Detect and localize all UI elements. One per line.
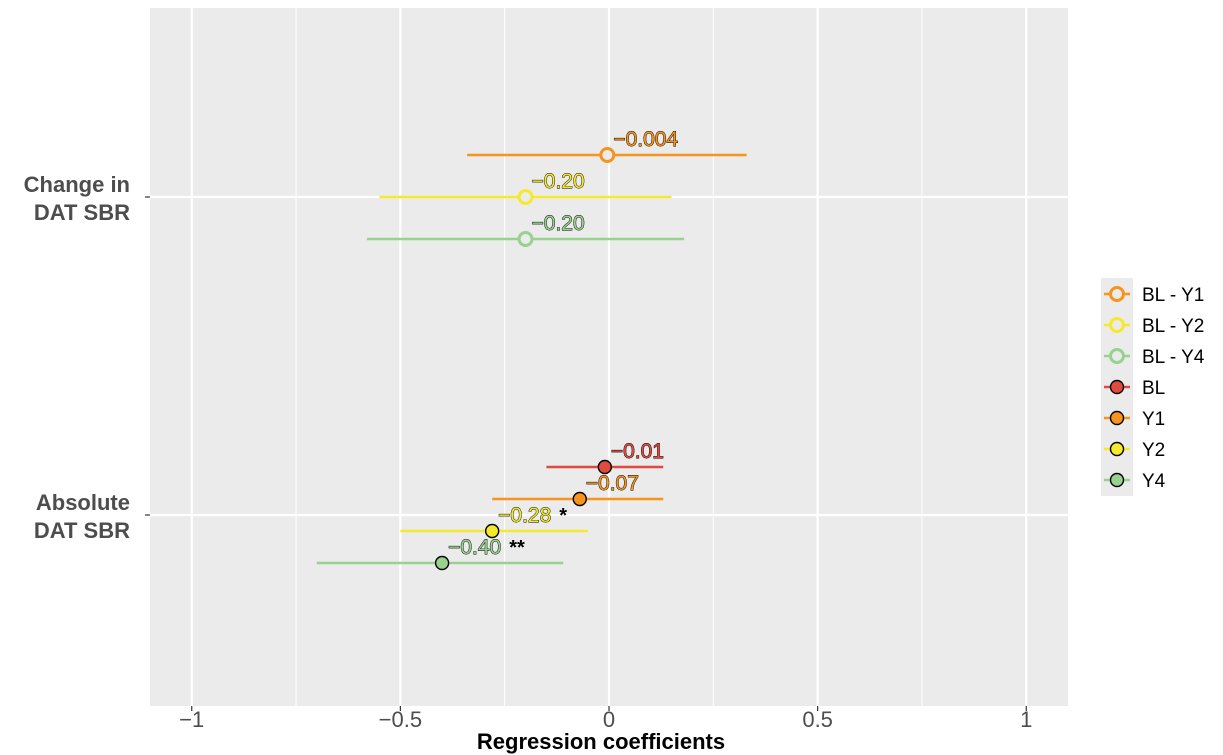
series-y2: −0.28 * (400, 504, 589, 539)
x-tick-label: 0.5 (802, 707, 833, 732)
legend-marker (1109, 348, 1125, 364)
legend-marker (1109, 379, 1125, 395)
legend-marker (1109, 286, 1125, 302)
data-label: −0.01 (611, 440, 664, 463)
data-label: −0.07 (586, 472, 639, 495)
data-marks: −0.004 −0.20 −0.20 −0.01 −0.07 −0.28 * −0.40 ** (316, 128, 747, 571)
legend-item: BL (1104, 378, 1165, 399)
point-estimate (517, 189, 534, 205)
x-axis-title: Regression coefficients (477, 729, 725, 754)
x-tick-label: −0.5 (379, 707, 422, 732)
legend-marker (1109, 472, 1125, 488)
legend-label: BL (1142, 378, 1165, 399)
legend-marker (1109, 410, 1125, 426)
legend-label: Y4 (1142, 471, 1166, 492)
legend-marker (1109, 317, 1125, 333)
legend-label: BL - Y1 (1142, 285, 1204, 306)
legend-item: Y2 (1104, 440, 1165, 461)
point-estimate (599, 147, 616, 163)
y-category-label-line: Change in (24, 172, 130, 197)
x-axis-ticks: −1 −0.5 0 0.5 1 (179, 706, 1032, 732)
legend-label: Y2 (1142, 440, 1165, 461)
data-label: −0.20 (532, 170, 585, 193)
y-category-label: Absolute DAT SBR (34, 490, 130, 543)
x-tick-label: 0 (603, 707, 615, 732)
y-axis-labels: Change in DAT SBR Absolute DAT SBR (24, 172, 150, 543)
data-label: −0.40 (448, 536, 501, 559)
legend-label: Y1 (1142, 409, 1165, 430)
series-y1: −0.07 (492, 472, 664, 507)
series-bl-y1: −0.004 (467, 128, 747, 163)
legend-item: BL - Y1 (1104, 285, 1204, 306)
legend-label: BL - Y4 (1142, 347, 1205, 368)
x-tick-label: −1 (179, 707, 204, 732)
y-category-label-line: DAT SBR (34, 518, 130, 543)
data-label: −0.20 (532, 212, 585, 235)
point-estimate (597, 459, 613, 475)
y-category-label-line: DAT SBR (34, 200, 130, 225)
legend-marker (1109, 441, 1125, 457)
legend-item: BL - Y2 (1104, 316, 1204, 337)
legend-item: Y4 (1104, 471, 1166, 492)
y-category-label-line: Absolute (36, 490, 130, 515)
point-estimate (517, 231, 534, 247)
point-estimate (572, 491, 587, 507)
data-label: −0.004 (613, 128, 678, 151)
series-bl-y2: −0.20 (379, 170, 672, 205)
point-estimate (484, 523, 500, 539)
x-tick-label: 1 (1020, 707, 1032, 732)
point-estimate (434, 555, 450, 571)
series-bl: −0.01 (546, 440, 664, 475)
legend-label: BL - Y2 (1142, 316, 1204, 337)
series-y4: −0.40 ** (316, 536, 564, 571)
significance-marker: ** (509, 537, 525, 559)
series-bl-y4: −0.20 (366, 212, 685, 247)
data-label: −0.28 (498, 504, 551, 527)
y-category-label: Change in DAT SBR (24, 172, 130, 225)
legend-item: Y1 (1104, 409, 1165, 430)
significance-marker: * (559, 505, 567, 527)
legend-item: BL - Y4 (1104, 347, 1205, 368)
legend: BL - Y1 BL - Y2 BL - Y4 BL Y1 Y2 Y4 (1101, 278, 1205, 496)
